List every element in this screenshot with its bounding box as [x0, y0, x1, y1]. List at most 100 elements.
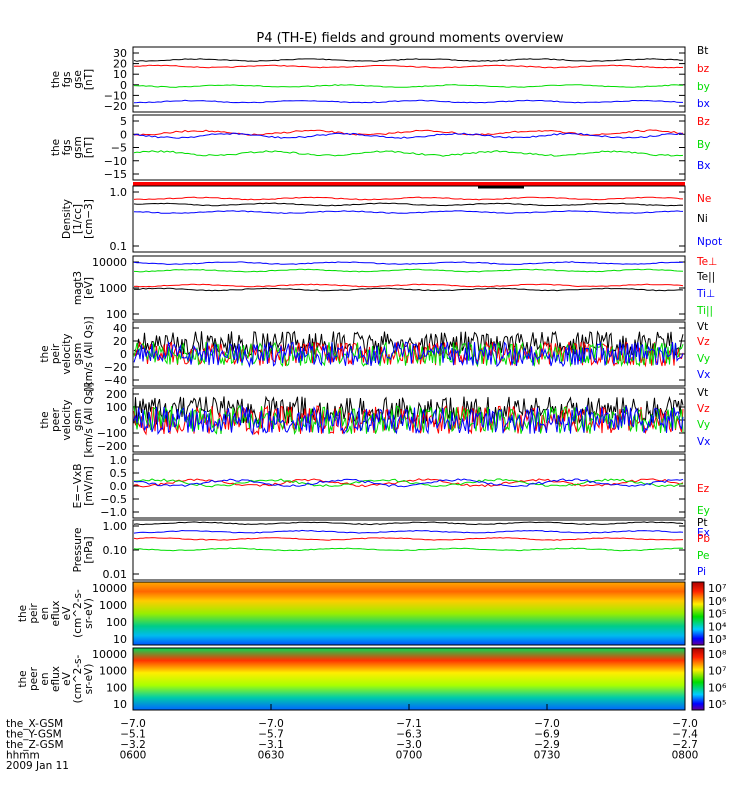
panel-9: thepeirenefluxeV(cm^2-s-sr-eV)10000 1000 1… — [17, 581, 727, 646]
y-tick-label: 1.0 — [110, 454, 128, 467]
y-tick-label: 0.10 — [103, 544, 128, 557]
series-line-Ti|| — [133, 268, 684, 273]
series-line-Vx — [133, 404, 684, 436]
series-line-bz — [133, 64, 684, 69]
legend-Pe: Pe — [697, 550, 709, 562]
footer-row-label: the_Y-GSM — [6, 729, 62, 741]
y-tick-label: 200 — [106, 388, 127, 401]
y-axis-label: Pressure[nPa] — [72, 528, 95, 573]
y-tick-label: 20 — [113, 58, 127, 71]
colorbar-tick-label: 10⁶ — [708, 681, 727, 694]
y-axis-label: thefgsgsm[nT] — [50, 136, 95, 158]
legend-Vt: Vt — [697, 387, 708, 399]
series-line-bx — [133, 99, 683, 104]
plot-title: P4 (TH-E) fields and ground moments over… — [256, 31, 564, 46]
colorbar-tick-label: 10⁷ — [708, 665, 726, 678]
colorbar-tick-label: 10⁸ — [708, 648, 727, 661]
y-tick-label: 100 — [106, 308, 127, 321]
colorbar-tick-label: 10⁴ — [708, 620, 727, 633]
y-axis-label: E=−VxB[mV/m] — [72, 464, 95, 509]
panel-frame — [132, 519, 686, 581]
series-line-Vy — [133, 341, 684, 368]
series-line-Bx — [133, 132, 684, 139]
y-tick-label: 40 — [113, 322, 127, 335]
y-tick-label: 0.1 — [110, 240, 128, 253]
series-line-by — [133, 84, 683, 88]
legend-bx: bx — [697, 98, 710, 110]
spectrogram — [133, 648, 685, 710]
series-line-Pe — [133, 547, 684, 552]
quality-flag-bar — [133, 182, 685, 186]
y-axis-label: magt3[eV] — [72, 271, 95, 305]
legend-Te||: Te|| — [696, 271, 715, 283]
footer-value: −7.0 — [534, 718, 560, 730]
panel-frame — [132, 255, 686, 321]
y-tick-label: −1.0 — [100, 506, 127, 519]
y-axis-label: thepeervelocitygsm[km/s (All Qs)] — [39, 382, 95, 457]
series-line-Pi — [133, 529, 684, 534]
series-line-Vt — [133, 330, 684, 357]
legend-Pi: Pi — [697, 566, 706, 578]
legend-Ey: Ey — [697, 505, 710, 517]
quality-flag-mark — [478, 186, 524, 189]
panel-frame — [132, 114, 686, 181]
legend-Vt: Vt — [697, 321, 708, 333]
y-tick-label: 1.0 — [110, 186, 128, 199]
panel-4: magt3[eV] 10000 1000 100 Te⊥ Te|| Ti⊥ Ti|| — [72, 255, 717, 321]
y-tick-label: 1000 — [99, 665, 127, 678]
y-tick-label: 30 — [113, 47, 127, 60]
legend-by: by — [697, 81, 710, 93]
y-axis-label: thepeirenefluxeV(cm^2-s-sr-eV) — [17, 589, 95, 638]
series-line-Ez — [133, 478, 684, 488]
y-tick-label: 5 — [120, 115, 127, 128]
y-tick-label: 0.5 — [110, 467, 128, 480]
footer-value: −3.0 — [396, 739, 422, 751]
footer-date: 2009 Jan 11 — [6, 760, 69, 772]
y-tick-label: 10000 — [92, 582, 127, 595]
y-tick-label: 0 — [120, 79, 127, 92]
y-tick-label: −100 — [97, 427, 127, 440]
series-line-Te⊥ — [133, 283, 684, 288]
footer-value: −3.1 — [258, 739, 284, 751]
panel-frame — [132, 321, 686, 387]
y-axis-label: Density[1/cc][cm−3] — [61, 199, 95, 239]
series-line-Ex — [133, 478, 684, 488]
legend-Vx: Vx — [697, 369, 710, 381]
footer-value: −7.0 — [120, 718, 146, 730]
legend-Vy: Vy — [697, 353, 710, 365]
colorbar-tick-label: 10⁵ — [708, 608, 726, 621]
series-line-Vy — [133, 404, 684, 436]
series-line-Te|| — [133, 287, 684, 292]
y-tick-label: 10000 — [92, 648, 127, 661]
series-line-Ne — [133, 196, 683, 201]
y-tick-label: 10 — [113, 698, 127, 711]
y-tick-label: −20 — [104, 100, 127, 113]
panel-frame — [132, 581, 686, 646]
panel-10: thepeerenefluxeV(cm^2-s-sr-eV)10000 1000 1… — [17, 647, 727, 711]
footer-value: 0730 — [534, 750, 561, 762]
series-line-Pt — [133, 521, 684, 526]
colorbar-tick-label: 10⁶ — [708, 595, 727, 608]
footer-value: −5.1 — [120, 729, 146, 741]
y-tick-label: −40 — [104, 374, 127, 387]
legend-bz: bz — [697, 63, 710, 75]
y-tick-label: −10 — [104, 89, 127, 102]
panel-frame — [132, 453, 686, 519]
footer-value: 0630 — [258, 750, 285, 762]
footer-value: −2.7 — [672, 739, 698, 751]
legend-Te⊥: Te⊥ — [696, 256, 717, 268]
legend-Ti||: Ti|| — [696, 305, 713, 317]
panel-6: thepeervelocitygsm[km/s (All Qs)] 2001000… — [39, 382, 710, 457]
y-tick-label: 0 — [120, 348, 127, 361]
y-tick-label: 20 — [113, 335, 127, 348]
y-tick-label: −200 — [97, 440, 127, 453]
y-tick-label: 100 — [106, 616, 127, 629]
footer-value: 0600 — [120, 750, 147, 762]
series-line-Bt — [133, 58, 684, 62]
series-line-By — [133, 150, 684, 157]
colorbar-tick-label: 10⁷ — [708, 582, 726, 595]
legend-Ex: Ex — [697, 527, 710, 539]
footer-value: −7.0 — [258, 718, 284, 730]
